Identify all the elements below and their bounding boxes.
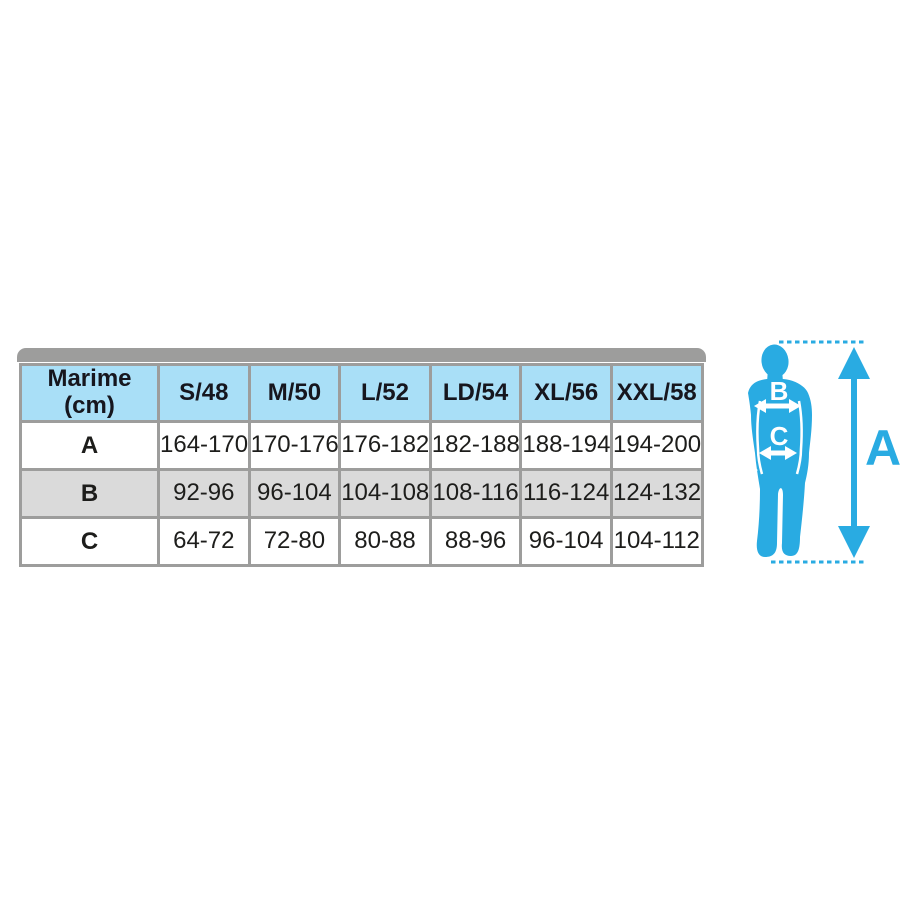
column-header-xl56: XL/56 bbox=[519, 363, 613, 423]
corner-header-line1: Marime bbox=[47, 365, 132, 392]
table-row-b: B 92-96 96-104 104-108 108-116 116-124 1… bbox=[19, 467, 704, 519]
chest-label: B bbox=[770, 376, 789, 406]
column-header-l52: L/52 bbox=[338, 363, 432, 423]
person-body bbox=[748, 379, 812, 557]
table-row-a: A 164-170 170-176 176-182 182-188 188-19… bbox=[19, 419, 704, 471]
header-row: Marime (cm) S/48 M/50 L/52 LD/54 XL/56 X… bbox=[19, 363, 704, 423]
chest-arrow bbox=[754, 399, 801, 413]
value-cell: 104-112 bbox=[609, 515, 704, 567]
row-label-b: B bbox=[19, 467, 160, 519]
left-hand-notch bbox=[749, 464, 758, 472]
value-cell: 92-96 bbox=[157, 467, 251, 519]
column-header-m50: M/50 bbox=[247, 363, 342, 423]
row-label-c: C bbox=[19, 515, 160, 567]
value-cell: 80-88 bbox=[338, 515, 432, 567]
waist-label: C bbox=[770, 421, 789, 451]
row-label-a: A bbox=[19, 419, 160, 471]
value-cell: 170-176 bbox=[247, 419, 342, 471]
person-neck bbox=[767, 369, 783, 382]
table-row-c: C 64-72 72-80 80-88 88-96 96-104 104-112 bbox=[19, 515, 704, 567]
value-cell: 64-72 bbox=[157, 515, 251, 567]
waist-arrow bbox=[759, 446, 797, 460]
value-cell: 116-124 bbox=[519, 467, 613, 519]
value-cell: 188-194 bbox=[519, 419, 613, 471]
value-cell: 108-116 bbox=[428, 467, 523, 519]
right-arm-line bbox=[795, 400, 803, 475]
column-header-ld54: LD/54 bbox=[428, 363, 523, 423]
value-cell: 124-132 bbox=[609, 467, 704, 519]
value-cell: 96-104 bbox=[519, 515, 613, 567]
column-header-xxl58: XXL/58 bbox=[609, 363, 704, 423]
table-top-cap-bar bbox=[17, 348, 706, 362]
value-cell: 182-188 bbox=[428, 419, 523, 471]
size-chart-table: Marime (cm) S/48 M/50 L/52 LD/54 XL/56 X… bbox=[19, 363, 704, 567]
size-guide-figure: B C A bbox=[748, 340, 901, 564]
person-silhouette bbox=[748, 344, 812, 557]
corner-header-line2: (cm) bbox=[64, 391, 115, 419]
value-cell: 72-80 bbox=[247, 515, 342, 567]
value-cell: 194-200 bbox=[609, 419, 704, 471]
value-cell: 104-108 bbox=[338, 467, 432, 519]
corner-header: Marime (cm) bbox=[19, 363, 160, 423]
height-arrow bbox=[838, 347, 870, 558]
column-header-s48: S/48 bbox=[157, 363, 251, 423]
value-cell: 96-104 bbox=[247, 467, 342, 519]
left-arm-line bbox=[756, 400, 764, 475]
value-cell: 164-170 bbox=[157, 419, 251, 471]
height-label: A bbox=[865, 420, 901, 476]
value-cell: 88-96 bbox=[428, 515, 523, 567]
value-cell: 176-182 bbox=[338, 419, 432, 471]
size-chart: Marime (cm) S/48 M/50 L/52 LD/54 XL/56 X… bbox=[19, 363, 704, 567]
